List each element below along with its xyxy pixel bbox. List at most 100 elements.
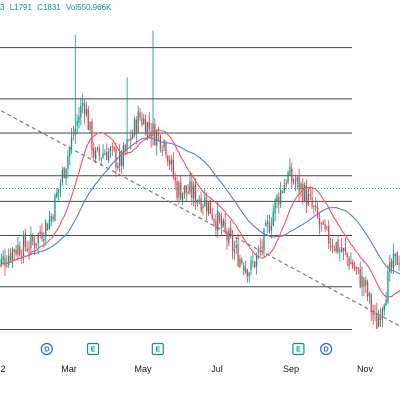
candle-body [76, 120, 78, 126]
candle-body [231, 235, 234, 252]
candle-body [83, 103, 86, 114]
candle-body [222, 220, 224, 227]
candle-body [209, 199, 211, 214]
candle-body [230, 227, 232, 237]
candle-body [304, 184, 306, 201]
x-tick-label: Mar [61, 364, 77, 374]
candle-body [363, 278, 365, 287]
candle-body [146, 122, 149, 138]
candle-body [311, 197, 313, 207]
candle-body [133, 118, 136, 135]
candle-body [322, 221, 324, 225]
event-marker-earnings[interactable]: E [86, 342, 100, 356]
candle-body [104, 153, 106, 155]
candle-body [207, 202, 210, 214]
event-label: D [44, 347, 49, 354]
candle-body [270, 225, 273, 231]
candle-body [174, 177, 176, 182]
candle-body [187, 191, 189, 194]
candle-body [233, 249, 236, 253]
candle-body [228, 230, 230, 244]
candle-body [19, 246, 21, 256]
candle-body [20, 256, 23, 258]
candle-body [242, 264, 245, 271]
candle-body [45, 221, 47, 238]
candle-body [91, 120, 93, 151]
event-marker-earnings[interactable]: E [292, 342, 305, 356]
candle-body [117, 165, 119, 169]
candle-body [128, 139, 130, 141]
event-marker-dividend[interactable]: D [40, 342, 53, 356]
candle-body [268, 222, 271, 233]
candle-body [211, 213, 213, 219]
candle-body [218, 213, 221, 221]
candle-body [285, 182, 287, 185]
candle-body [191, 181, 193, 198]
candle-body [276, 195, 278, 202]
candle-body [168, 160, 171, 165]
candle-body [383, 304, 385, 311]
candle-body [35, 243, 38, 245]
candle-body [392, 253, 395, 268]
event-marker-dividend[interactable]: D [320, 342, 333, 356]
candle-body [291, 168, 293, 182]
candle-body [87, 108, 89, 130]
candle-body [100, 157, 102, 159]
candle-body [389, 262, 391, 273]
candle-body [48, 219, 51, 229]
candle-body [194, 184, 197, 204]
candle-body [120, 151, 123, 167]
candle-body [259, 247, 261, 249]
ma-fast-line [0, 129, 400, 298]
earnings-icon [151, 342, 164, 356]
candle-body [96, 147, 99, 150]
candle-body [157, 133, 160, 135]
candle-body [204, 197, 206, 207]
candle-body [248, 272, 250, 277]
candle-body [315, 205, 317, 208]
candle-body [250, 260, 252, 271]
candle-body [56, 192, 58, 198]
candle-body [359, 268, 361, 288]
candle-body [246, 269, 248, 277]
candle-body [156, 131, 158, 146]
candle-body [341, 247, 343, 252]
candle-body [257, 248, 260, 253]
candle-body [196, 200, 199, 203]
candle-body [294, 182, 297, 184]
candle-body [202, 205, 204, 209]
candle-body [6, 265, 8, 267]
candle-body [316, 206, 319, 218]
candle-body [9, 253, 12, 260]
earnings-icon [292, 342, 305, 356]
candle-body [143, 119, 145, 125]
candle-body [170, 158, 173, 164]
candle-body [41, 232, 43, 240]
candle-body [69, 146, 71, 157]
candle-body [137, 111, 139, 134]
candle-body [344, 247, 347, 252]
candle-body [352, 261, 354, 268]
candle-body [298, 175, 300, 192]
candle-body [205, 200, 208, 212]
candle-body [335, 242, 337, 252]
candle-body [355, 267, 358, 269]
candle-body [213, 218, 215, 222]
ohlc-partial: 3 [0, 3, 5, 12]
candle-body [113, 146, 115, 150]
candle-body [46, 223, 49, 231]
candle-body [139, 113, 141, 118]
event-marker-earnings[interactable]: E [151, 342, 164, 356]
candle-body [339, 249, 341, 252]
candle-body [183, 185, 186, 194]
candle-body [320, 222, 322, 224]
candle-body [289, 166, 291, 175]
candle-body [318, 217, 321, 225]
candle-body [130, 137, 132, 141]
candle-body [115, 148, 117, 168]
candle-body [2, 256, 4, 261]
candle-body [198, 200, 200, 203]
candle-body [333, 249, 335, 251]
candle-body [59, 182, 62, 188]
